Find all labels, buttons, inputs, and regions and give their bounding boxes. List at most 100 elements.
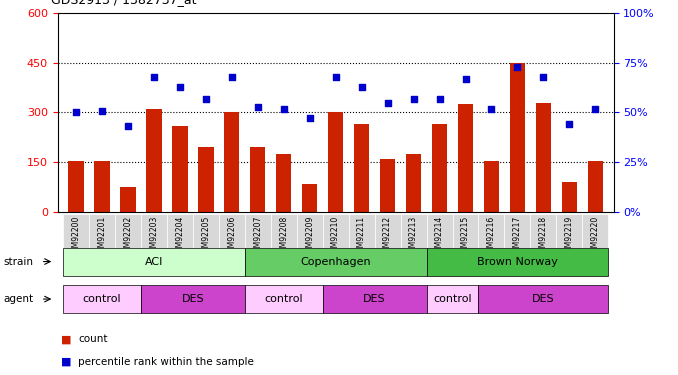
Text: GSM92217: GSM92217 — [513, 215, 522, 256]
Bar — [536, 103, 551, 212]
Bar — [302, 184, 317, 212]
Bar — [193, 214, 219, 248]
Text: GSM92209: GSM92209 — [305, 215, 314, 257]
Bar — [452, 214, 479, 248]
Bar — [219, 214, 245, 248]
Bar — [167, 214, 193, 248]
Text: count: count — [78, 334, 108, 344]
Bar — [479, 285, 608, 313]
Bar — [380, 159, 395, 212]
Text: GSM92213: GSM92213 — [409, 215, 418, 256]
Bar — [245, 214, 271, 248]
Bar — [401, 214, 426, 248]
Bar — [557, 214, 582, 248]
Bar — [426, 214, 452, 248]
Bar — [374, 214, 401, 248]
Bar — [89, 214, 115, 248]
Bar — [426, 285, 479, 313]
Text: DES: DES — [532, 294, 555, 304]
Point — [200, 96, 211, 102]
Text: GSM92210: GSM92210 — [331, 215, 340, 256]
Bar — [510, 63, 525, 212]
Bar — [323, 214, 348, 248]
Point — [538, 74, 549, 80]
Point — [330, 74, 341, 80]
Text: control: control — [433, 294, 472, 304]
Text: ACI: ACI — [144, 256, 163, 267]
Bar — [588, 160, 603, 212]
Text: GSM92206: GSM92206 — [227, 215, 236, 257]
Point — [564, 122, 575, 128]
Text: GSM92211: GSM92211 — [357, 215, 366, 256]
Point — [460, 76, 471, 82]
Text: DES: DES — [363, 294, 386, 304]
Text: agent: agent — [3, 294, 33, 304]
Bar — [94, 160, 110, 212]
Bar — [582, 214, 608, 248]
Bar — [63, 285, 141, 313]
Point — [304, 116, 315, 122]
Point — [148, 74, 159, 80]
Bar — [458, 104, 473, 212]
Bar — [297, 214, 323, 248]
Point — [434, 96, 445, 102]
Bar — [146, 109, 161, 212]
Bar — [245, 248, 426, 276]
Text: GSM92201: GSM92201 — [98, 215, 106, 256]
Bar — [561, 182, 577, 212]
Text: GSM92218: GSM92218 — [539, 215, 548, 256]
Text: GSM92205: GSM92205 — [201, 215, 210, 257]
Point — [486, 105, 497, 111]
Bar — [271, 214, 297, 248]
Text: percentile rank within the sample: percentile rank within the sample — [78, 357, 254, 367]
Point — [252, 104, 263, 110]
Bar — [432, 124, 447, 212]
Text: strain: strain — [3, 256, 33, 267]
Text: GSM92202: GSM92202 — [123, 215, 132, 256]
Bar — [198, 147, 214, 212]
Point — [512, 64, 523, 70]
Text: Copenhagen: Copenhagen — [300, 256, 371, 267]
Text: GSM92214: GSM92214 — [435, 215, 444, 256]
Bar — [141, 214, 167, 248]
Bar — [141, 285, 245, 313]
Point — [174, 84, 185, 90]
Text: DES: DES — [182, 294, 204, 304]
Text: GSM92212: GSM92212 — [383, 215, 392, 256]
Bar — [120, 187, 136, 212]
Bar — [348, 214, 374, 248]
Bar — [63, 248, 245, 276]
Text: ■: ■ — [61, 357, 71, 367]
Bar — [276, 154, 292, 212]
Text: GSM92204: GSM92204 — [175, 215, 184, 257]
Bar — [323, 285, 426, 313]
Bar — [245, 285, 323, 313]
Point — [590, 105, 601, 111]
Bar — [426, 248, 608, 276]
Bar — [63, 214, 89, 248]
Bar — [115, 214, 141, 248]
Point — [226, 74, 237, 80]
Point — [356, 84, 367, 90]
Point — [96, 108, 107, 114]
Text: GSM92220: GSM92220 — [591, 215, 600, 256]
Text: GSM92215: GSM92215 — [461, 215, 470, 256]
Text: control: control — [83, 294, 121, 304]
Text: GDS2913 / 1382737_at: GDS2913 / 1382737_at — [51, 0, 197, 6]
Bar — [479, 214, 504, 248]
Bar — [405, 154, 421, 212]
Text: GSM92207: GSM92207 — [253, 215, 262, 257]
Point — [382, 100, 393, 106]
Bar — [224, 112, 239, 212]
Bar — [504, 214, 530, 248]
Bar — [68, 160, 83, 212]
Bar — [483, 160, 499, 212]
Text: GSM92200: GSM92200 — [71, 215, 80, 257]
Point — [122, 123, 133, 129]
Text: GSM92203: GSM92203 — [149, 215, 158, 257]
Text: ■: ■ — [61, 334, 71, 344]
Text: GSM92219: GSM92219 — [565, 215, 574, 256]
Text: control: control — [264, 294, 303, 304]
Text: GSM92216: GSM92216 — [487, 215, 496, 256]
Bar — [172, 126, 188, 212]
